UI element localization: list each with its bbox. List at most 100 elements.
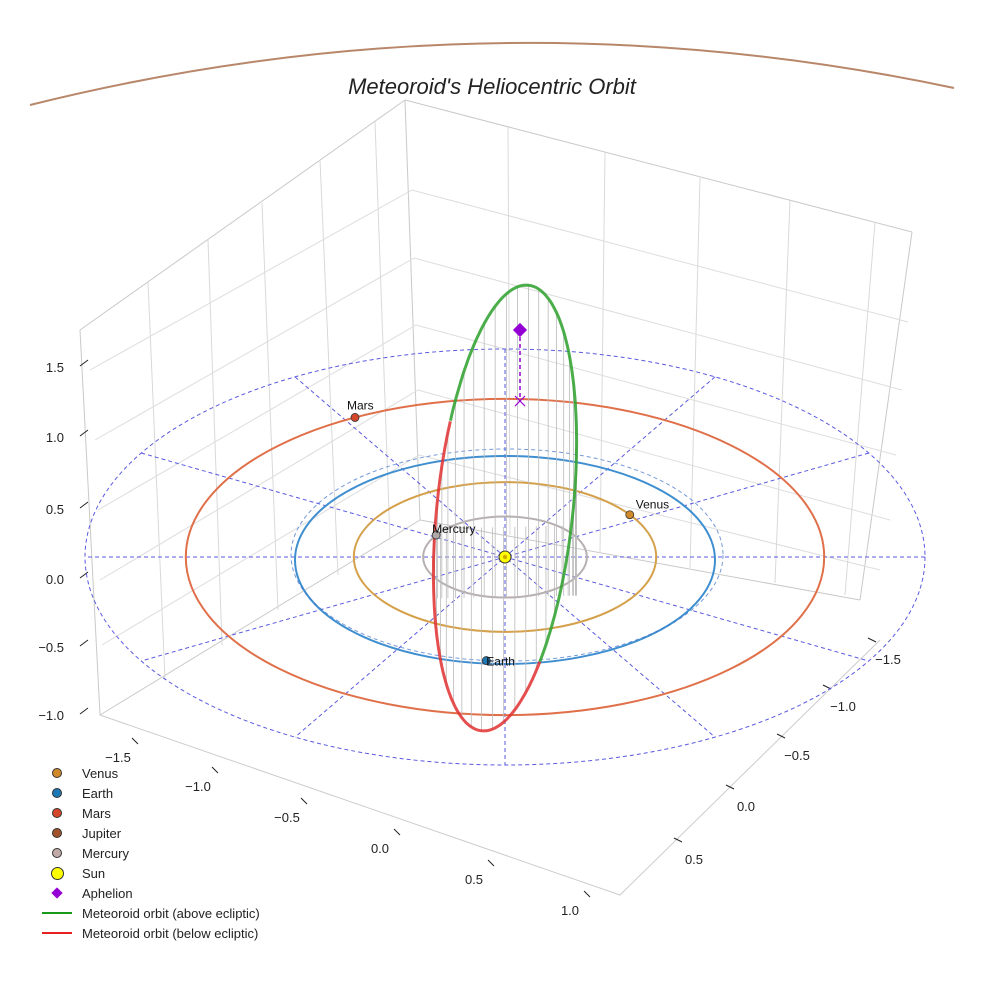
- planet-venus-point: [625, 510, 635, 520]
- legend: Venus Earth Mars Jupiter Mercury Sun Aphelion M…: [36, 763, 260, 943]
- legend-marker: [36, 923, 78, 943]
- axis-ticks: 1.5 1.0 0.5 0.0 −0.5 −1.0 −1.5 −1.0 −0.5 0.0 0.5 1.…: [38, 359, 901, 918]
- z-tick-label: −0.5: [38, 640, 64, 655]
- x-tick-mark: [487, 859, 495, 867]
- pane-gridline-right-4: [844, 221, 876, 596]
- aphelion-marker: [512, 322, 528, 338]
- axis-panes: [79, 99, 913, 896]
- z-tick-mark: [79, 429, 89, 437]
- z-tick-mark: [79, 571, 89, 579]
- legend-marker: [36, 803, 78, 823]
- legend-marker: [36, 863, 78, 883]
- legend-label: Sun: [82, 865, 106, 881]
- legend-label: Meteoroid orbit (below ecliptic): [82, 925, 259, 941]
- planet-orbits: [184, 397, 826, 717]
- pane-edge-5: [99, 519, 421, 716]
- x-tick-mark: [131, 737, 139, 745]
- y-tick-label: −1.0: [830, 699, 856, 714]
- pane-edge-6: [419, 519, 861, 601]
- x-tick-label: −0.5: [274, 810, 300, 825]
- legend-marker: [36, 823, 78, 843]
- y-tick-label: −1.5: [875, 652, 901, 667]
- x-tick-label: −1.0: [185, 779, 211, 794]
- legend-marker: [36, 843, 78, 863]
- pane-gridline-horizontal-1: [94, 257, 903, 441]
- legend-item: Mars: [36, 803, 260, 823]
- legend-label: Jupiter: [82, 825, 122, 841]
- meteoroid-orbit: [431, 283, 579, 733]
- planet-venus-label: Venus: [636, 498, 669, 512]
- meteoroid-orbit-above: [449, 283, 579, 663]
- pane-edge-1: [404, 99, 913, 233]
- legend-dot-icon: [52, 808, 62, 818]
- legend-item: Mercury: [36, 843, 260, 863]
- y-tick-label: 0.0: [737, 799, 755, 814]
- legend-item: Aphelion: [36, 883, 260, 903]
- z-tick-label: 1.0: [46, 430, 64, 445]
- z-tick-mark: [79, 359, 89, 367]
- sun-core: [502, 554, 508, 560]
- planet-mercury-point: [431, 530, 441, 540]
- pane-gridline-right-1: [599, 151, 606, 554]
- legend-label: Aphelion: [82, 885, 133, 901]
- pane-edge-0: [79, 99, 406, 331]
- z-tick-mark: [79, 501, 89, 509]
- planet-earth-point: [481, 656, 491, 665]
- z-tick-label: −1.0: [38, 708, 64, 723]
- planet-mars-point: [350, 413, 360, 422]
- y-tick-label: −0.5: [784, 748, 810, 763]
- legend-item: Jupiter: [36, 823, 260, 843]
- chart-title: Meteoroid's Heliocentric Orbit: [348, 74, 636, 99]
- orbit-mars: [184, 397, 826, 717]
- jupiter-orbit-arc: [29, 41, 955, 106]
- pane-gridline-horizontal-3: [99, 389, 891, 581]
- pane-edge-3: [404, 99, 421, 521]
- legend-dot-icon: [52, 828, 62, 838]
- legend-item: Meteoroid orbit (above ecliptic): [36, 903, 260, 923]
- legend-dot-icon: [52, 788, 62, 798]
- pane-gridline-left-4: [374, 121, 391, 541]
- pane-gridline-right-3: [774, 199, 791, 584]
- y-tick-mark: [673, 837, 683, 843]
- legend-item: Sun: [36, 863, 260, 883]
- y-tick-mark: [725, 784, 735, 790]
- pane-gridline-horizontal-4: [101, 454, 881, 646]
- pane-gridline-horizontal-0: [89, 189, 909, 371]
- planet-points: Venus Earth Mars Mercury: [347, 398, 669, 668]
- z-tick-label: 1.5: [46, 360, 64, 375]
- y-tick-mark: [776, 733, 786, 739]
- legend-item: Venus: [36, 763, 260, 783]
- legend-diamond-icon: [51, 887, 63, 899]
- orbit-venus: [352, 481, 658, 633]
- floor-edge: [99, 639, 881, 896]
- legend-line-icon: [42, 932, 72, 934]
- pane-gridline-horizontal-2: [97, 324, 897, 511]
- orbit-earth: [294, 455, 716, 665]
- legend-marker: [36, 883, 78, 903]
- planet-earth-label: Earth: [486, 655, 515, 669]
- y-tick-label: 0.5: [685, 852, 703, 867]
- pane-gridline-right-0: [507, 126, 511, 536]
- legend-dot-icon: [52, 848, 62, 858]
- legend-item: Meteoroid orbit (below ecliptic): [36, 923, 260, 943]
- pane-edge-4: [859, 231, 913, 601]
- planet-mars-label: Mars: [347, 398, 374, 412]
- legend-label: Mars: [82, 805, 111, 821]
- y-tick-mark: [822, 684, 832, 690]
- meteoroid-orbit-below: [431, 420, 542, 733]
- z-tick-mark: [79, 707, 89, 715]
- x-tick-label: 0.5: [465, 872, 483, 887]
- orbit-mercury: [422, 515, 588, 599]
- legend-item: Earth: [36, 783, 260, 803]
- x-tick-label: 0.0: [371, 841, 389, 856]
- pane-gridline-left-2: [261, 202, 279, 611]
- y-tick-mark: [867, 637, 877, 643]
- x-tick-mark: [300, 797, 308, 805]
- x-tick-mark: [583, 890, 591, 898]
- legend-label: Earth: [82, 785, 114, 801]
- z-tick-mark: [79, 639, 89, 647]
- pane-gridline-right-2: [689, 177, 701, 569]
- legend-marker: [36, 903, 78, 923]
- earth-orbit-dashed: [290, 448, 724, 662]
